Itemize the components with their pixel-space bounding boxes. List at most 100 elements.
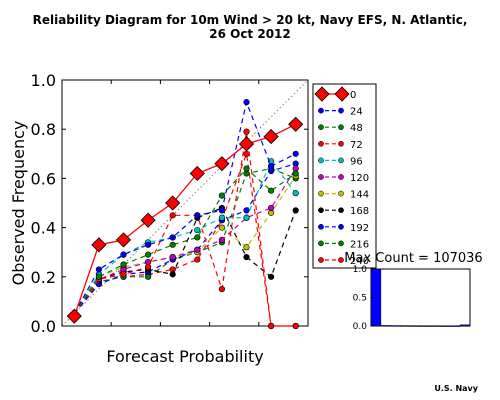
histogram-bar <box>449 325 461 327</box>
y-tick-label: 0.6 <box>31 169 56 188</box>
legend-label: 48 <box>350 123 363 134</box>
data-point-96 <box>194 226 201 234</box>
histogram-y-tick-label: 1.0 <box>353 265 368 275</box>
histogram-bar <box>459 324 471 327</box>
data-point-144 <box>243 244 250 251</box>
legend-marker-120 <box>338 174 344 180</box>
data-point-48 <box>95 273 102 280</box>
series-line-144 <box>73 175 297 315</box>
legend-marker-24 <box>338 107 344 114</box>
data-point-96 <box>243 214 250 221</box>
data-point-24 <box>169 234 176 241</box>
legend-marker-72 <box>338 140 344 147</box>
legend-marker-216 <box>318 240 324 247</box>
y-tick-label: 0.4 <box>31 219 56 238</box>
histogram-bar <box>430 325 441 327</box>
legend-marker-192 <box>338 223 344 230</box>
data-point-24 <box>145 241 152 248</box>
histogram-bar <box>390 325 401 327</box>
histogram-title: Max Count = 107036 <box>344 251 482 266</box>
legend-marker-0 <box>314 86 330 102</box>
legend-label: 0 <box>350 90 356 101</box>
data-point-72 <box>145 263 152 271</box>
series-line-48 <box>73 167 297 315</box>
data-point-48 <box>194 234 201 241</box>
data-point-24 <box>243 99 250 106</box>
data-point-24 <box>292 150 299 157</box>
data-point-48 <box>218 192 225 199</box>
legend-label: 168 <box>350 206 369 217</box>
data-point-0 <box>263 129 279 145</box>
data-point-192 <box>243 207 250 214</box>
data-point-48 <box>268 187 275 194</box>
chart-title-line-1: Reliability Diagram for 10m Wind > 20 kt… <box>32 13 468 27</box>
data-point-0 <box>189 165 205 182</box>
data-point-0 <box>288 116 304 132</box>
legend-marker-48 <box>318 124 324 131</box>
y-tick-label: 0.2 <box>31 268 56 287</box>
data-point-0 <box>238 136 255 152</box>
data-point-96 <box>292 190 299 197</box>
legend-marker-192 <box>318 223 324 230</box>
data-point-0 <box>66 308 82 324</box>
data-point-72 <box>292 322 299 330</box>
legend-label: 240 <box>350 256 369 267</box>
legend-label: 120 <box>350 173 369 184</box>
data-point-120 <box>218 236 225 243</box>
series-line-24 <box>73 100 296 314</box>
series-line-192 <box>73 163 296 315</box>
data-point-48 <box>120 261 127 268</box>
series-line-0 <box>73 123 296 317</box>
y-tick-label: 0.8 <box>31 120 56 139</box>
legend-marker-144 <box>318 190 324 197</box>
plot-frame <box>61 79 309 327</box>
legend-label: 192 <box>350 223 369 234</box>
y-tick-label: 0.0 <box>31 317 56 336</box>
data-point-24 <box>95 266 102 273</box>
legend-marker-72 <box>318 140 324 147</box>
data-point-0 <box>91 237 107 253</box>
legend-marker-168 <box>338 207 344 214</box>
data-point-120 <box>169 254 176 261</box>
series-line-168 <box>73 207 297 315</box>
data-point-24 <box>268 163 275 170</box>
data-point-0 <box>115 232 132 248</box>
legend-label: 24 <box>350 107 363 118</box>
legend-marker-96 <box>338 157 344 164</box>
data-point-72 <box>169 212 176 219</box>
legend-marker-216 <box>338 240 344 247</box>
data-point-0 <box>165 195 181 211</box>
data-point-72 <box>218 286 225 293</box>
histogram-y-tick-label: 0.0 <box>353 322 368 332</box>
legend-marker-144 <box>338 190 344 197</box>
data-point-144 <box>218 224 225 231</box>
legend-label: 144 <box>350 190 369 201</box>
histogram-bar <box>400 325 411 327</box>
data-point-48 <box>169 241 176 248</box>
series-line-72 <box>73 131 296 327</box>
data-point-24 <box>194 212 201 219</box>
data-point-0 <box>140 212 156 228</box>
data-point-168 <box>268 273 275 280</box>
legend-marker-0 <box>334 86 350 102</box>
credit-label: U.S. Navy <box>434 384 478 393</box>
data-point-24 <box>120 251 127 258</box>
y-axis-label: Observed Frequency <box>9 121 28 286</box>
legend-marker-24 <box>318 107 324 114</box>
y-tick-label: 1.0 <box>31 71 56 90</box>
histogram-bar <box>420 325 431 327</box>
data-point-120 <box>194 246 201 253</box>
legend-marker-96 <box>318 157 324 164</box>
legend-marker-240 <box>338 257 344 263</box>
data-point-72 <box>120 271 127 278</box>
x-axis-label: Forecast Probability <box>106 347 263 366</box>
histogram-bar <box>410 325 421 327</box>
legend-label: 96 <box>350 156 363 167</box>
data-point-48 <box>243 165 250 172</box>
data-point-72 <box>268 322 275 330</box>
legend-marker-168 <box>318 207 324 214</box>
histogram-bar <box>440 325 451 327</box>
legend-marker-48 <box>338 124 344 131</box>
data-point-48 <box>145 251 152 258</box>
